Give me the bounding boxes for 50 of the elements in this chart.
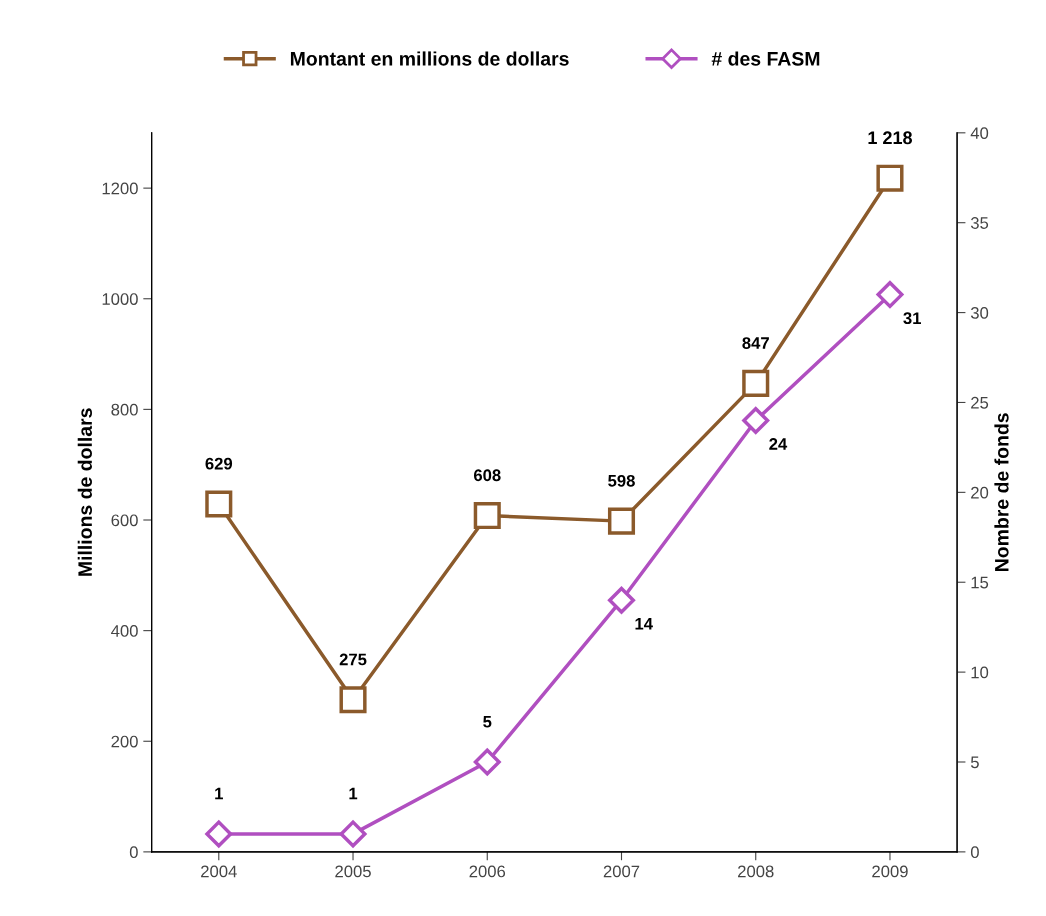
data-label: 1 218 [868,131,913,145]
data-label: 31 [903,312,921,325]
point [205,820,233,848]
data-label: 14 [635,618,653,630]
y-tick-label: 800 [111,403,138,416]
data-label: 629 [205,457,233,470]
y2-tick-label: 5 [970,756,979,769]
y2-tick-label: 35 [970,217,989,229]
point [205,490,233,518]
x-tick-label: 2004 [201,865,237,878]
data-label: 5 [483,715,492,728]
point [607,586,636,614]
y2-tick-label: 40 [970,127,989,140]
point [742,369,770,397]
y2-tick-label: 20 [971,486,989,499]
legend-label: Montant en millions de dollars [290,51,569,66]
y-tick-label: 200 [111,735,138,748]
y-tick-label: 600 [111,514,138,527]
y2-tick-label: 30 [970,306,989,319]
legend-label: # des FASM [711,51,820,66]
x-tick-label: 2006 [469,865,506,878]
x-tick-label: 2008 [738,865,774,878]
point [876,164,904,192]
point [876,281,904,309]
y2-tick-label: 15 [971,576,989,589]
x-tick-label: 2009 [872,865,908,878]
point [339,820,367,848]
point [742,406,770,434]
y-tick-label: 400 [111,625,138,637]
point [473,502,501,530]
point [607,507,636,535]
data-label: 24 [769,438,788,450]
x-tick-label: 2007 [603,865,640,878]
point [473,748,501,776]
y2-tick-label: 25 [971,396,989,409]
y-axis-title: Millions de dollars [77,408,92,576]
y2-tick-label: 10 [971,666,989,679]
point [339,686,367,714]
data-label: 275 [339,653,367,666]
y2-tick-label: 0 [970,846,979,859]
y-tick-label: 1200 [102,182,138,195]
x-tick-label: 2005 [335,865,371,878]
data-label: 608 [473,469,501,482]
data-label: 1 [215,787,223,800]
y2-axis-title: Nombre de fonds [994,413,1009,571]
data-label: 847 [742,337,769,349]
data-label: 598 [608,474,635,487]
y-tick-label: 0 [129,846,138,859]
data-label: 1 [349,787,358,800]
y-tick-label: 1000 [102,293,138,305]
